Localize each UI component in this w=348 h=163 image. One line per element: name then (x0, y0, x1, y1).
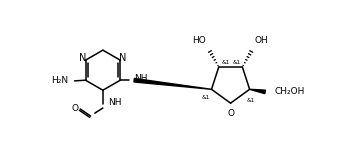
Text: N: N (79, 53, 87, 63)
Text: &1: &1 (247, 98, 255, 103)
Polygon shape (134, 78, 212, 89)
Text: O: O (227, 109, 234, 118)
Text: &1: &1 (221, 60, 230, 65)
Text: N: N (119, 53, 126, 63)
Text: &1: &1 (201, 95, 210, 100)
Text: CH₂OH: CH₂OH (274, 87, 304, 96)
Text: &1: &1 (232, 60, 241, 65)
Text: H₂N: H₂N (52, 76, 69, 85)
Text: NH: NH (134, 74, 148, 83)
Text: O: O (71, 104, 78, 113)
Text: NH: NH (108, 98, 121, 107)
Text: OH: OH (255, 36, 268, 45)
Text: HO: HO (192, 36, 206, 45)
Polygon shape (250, 89, 266, 94)
